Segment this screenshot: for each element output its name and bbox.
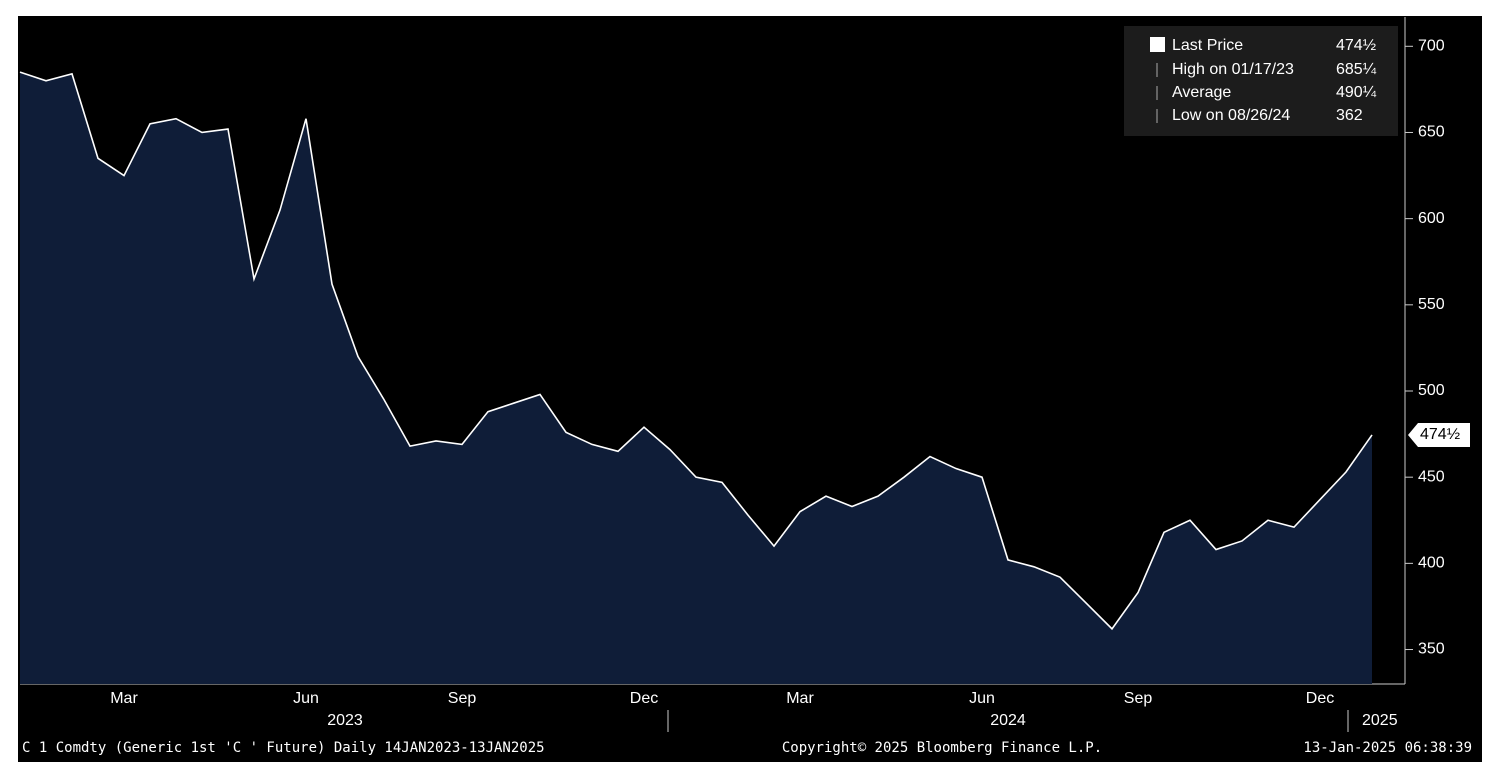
legend-value: 474½ bbox=[1336, 37, 1376, 54]
y-tick-label: 700 bbox=[1418, 38, 1445, 55]
line bbox=[19, 71, 1373, 631]
x-tick-label: Dec bbox=[630, 690, 658, 707]
y-tick-label: 450 bbox=[1418, 468, 1445, 485]
legend-value: 685¼ bbox=[1336, 61, 1377, 78]
x-tick-label: Dec bbox=[1306, 690, 1334, 707]
year-label: 2024 bbox=[990, 712, 1026, 729]
year-label: 2023 bbox=[327, 712, 363, 729]
legend-label: Low on 08/26/24 bbox=[1172, 107, 1290, 124]
footer-center: Copyright© 2025 Bloomberg Finance L.P. bbox=[782, 740, 1102, 756]
legend-value: 362 bbox=[1336, 107, 1363, 124]
y-tick-label: 550 bbox=[1418, 296, 1445, 313]
x-tick-label: Sep bbox=[1124, 690, 1153, 707]
footer-left: C 1 Comdty (Generic 1st 'C ' Future) Dai… bbox=[22, 740, 545, 756]
footer-right: 13-Jan-2025 06:38:39 bbox=[1303, 740, 1472, 756]
legend-label: High on 01/17/23 bbox=[1172, 61, 1294, 78]
x-tick-label: Mar bbox=[110, 690, 138, 707]
y-tick-label: 600 bbox=[1418, 210, 1445, 227]
price-tag bbox=[1408, 422, 1470, 447]
x-tick-label: Jun bbox=[293, 690, 319, 707]
y-tick-label: 400 bbox=[1418, 555, 1445, 572]
area bbox=[20, 72, 1372, 684]
legend-swatch bbox=[1150, 37, 1165, 52]
legend-box bbox=[1124, 26, 1398, 136]
legend-label: Last Price bbox=[1172, 37, 1243, 54]
year-label: 2025 bbox=[1362, 712, 1398, 729]
y-tick-label: 500 bbox=[1418, 382, 1445, 399]
price-tag-label: 474½ bbox=[1420, 426, 1460, 443]
y-tick-label: 650 bbox=[1418, 124, 1445, 141]
x-tick-label: Sep bbox=[448, 690, 477, 707]
x-tick-label: Mar bbox=[786, 690, 814, 707]
x-tick-label: Jun bbox=[969, 690, 995, 707]
legend-label: Average bbox=[1172, 84, 1231, 101]
legend-value: 490¼ bbox=[1336, 84, 1377, 101]
y-tick-label: 350 bbox=[1418, 641, 1445, 658]
